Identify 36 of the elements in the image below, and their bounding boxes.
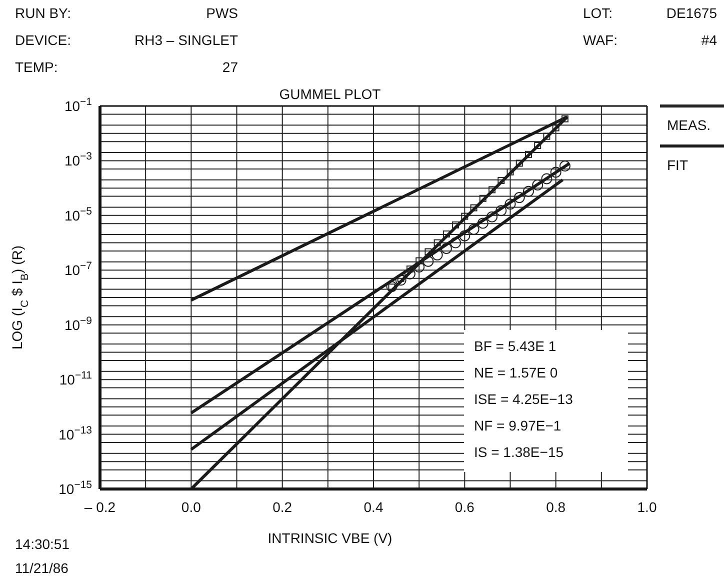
y-tick-label: 10$^{−11}$ bbox=[59, 370, 92, 388]
y-tick-label: 10$^{−9}$ bbox=[64, 314, 92, 333]
x-tick-label: 0.6 bbox=[454, 499, 475, 515]
y-tick-label: 10$^{−5}$ bbox=[64, 205, 92, 224]
text: 14:30:51 bbox=[15, 536, 70, 552]
text: 11/21/86 bbox=[15, 560, 69, 576]
x-tick-label: 0.8 bbox=[546, 499, 566, 515]
chart-title: GUMMEL PLOT bbox=[279, 86, 382, 102]
annotation: ISE = 4.25E−13 bbox=[474, 391, 574, 407]
x-axis-title: INTRINSIC VBE (V) bbox=[268, 530, 392, 546]
text: PWS bbox=[206, 5, 238, 21]
y-tick-label: 10$^{−3}$ bbox=[64, 150, 92, 169]
text: #4 bbox=[701, 32, 718, 48]
text: WAF: bbox=[583, 32, 618, 48]
annotation: BF = 5.43E 1 bbox=[474, 338, 556, 354]
text: RUN BY: bbox=[15, 5, 72, 21]
x-tick-label: 1.0 bbox=[637, 499, 657, 515]
y-tick-label: 10$^{−15}$ bbox=[58, 479, 92, 497]
legend-label: MEAS. bbox=[667, 117, 711, 133]
text: 27 bbox=[222, 59, 238, 75]
x-tick-label: 0.0 bbox=[181, 499, 202, 515]
annotation: IS = 1.38E−15 bbox=[474, 444, 564, 460]
y-tick-label: 10$^{−13}$ bbox=[58, 424, 92, 442]
text: DE1675 bbox=[666, 5, 718, 21]
annotation: NF = 9.97E−1 bbox=[474, 418, 562, 434]
text: LOT: bbox=[583, 5, 613, 21]
legend-label: FIT bbox=[667, 157, 688, 173]
y-tick-label: 10$^{−1}$ bbox=[64, 96, 92, 114]
y-tick-label: 10$^{−7}$ bbox=[64, 260, 92, 278]
text: RH3 – SINGLET bbox=[134, 32, 238, 48]
x-tick-label: – 0.2 bbox=[84, 499, 116, 515]
text: TEMP: bbox=[15, 59, 58, 75]
x-tick-label: 0.2 bbox=[272, 499, 292, 515]
annotation: NE = 1.57E 0 bbox=[474, 364, 558, 380]
text: DEVICE: bbox=[15, 32, 72, 48]
x-tick-label: 0.4 bbox=[364, 499, 384, 515]
